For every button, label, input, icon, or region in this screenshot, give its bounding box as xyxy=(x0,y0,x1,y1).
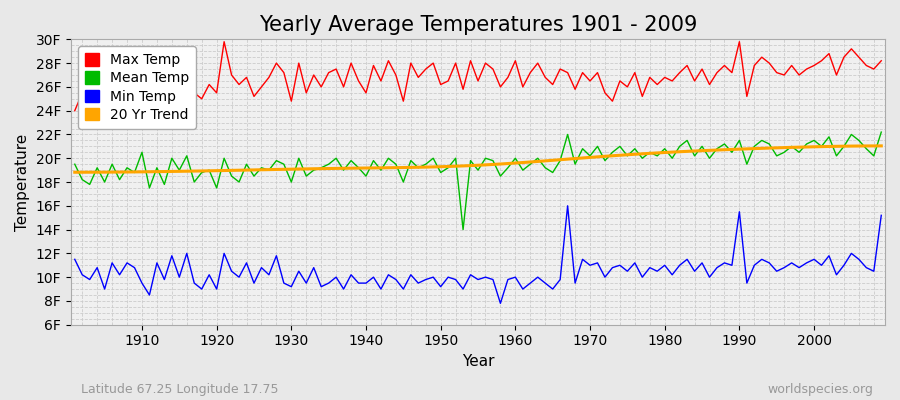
Text: Latitude 67.25 Longitude 17.75: Latitude 67.25 Longitude 17.75 xyxy=(81,383,278,396)
Legend: Max Temp, Mean Temp, Min Temp, 20 Yr Trend: Max Temp, Mean Temp, Min Temp, 20 Yr Tre… xyxy=(78,46,196,129)
Text: worldspecies.org: worldspecies.org xyxy=(767,383,873,396)
Title: Yearly Average Temperatures 1901 - 2009: Yearly Average Temperatures 1901 - 2009 xyxy=(259,15,698,35)
X-axis label: Year: Year xyxy=(462,354,494,369)
Y-axis label: Temperature: Temperature xyxy=(15,134,30,231)
